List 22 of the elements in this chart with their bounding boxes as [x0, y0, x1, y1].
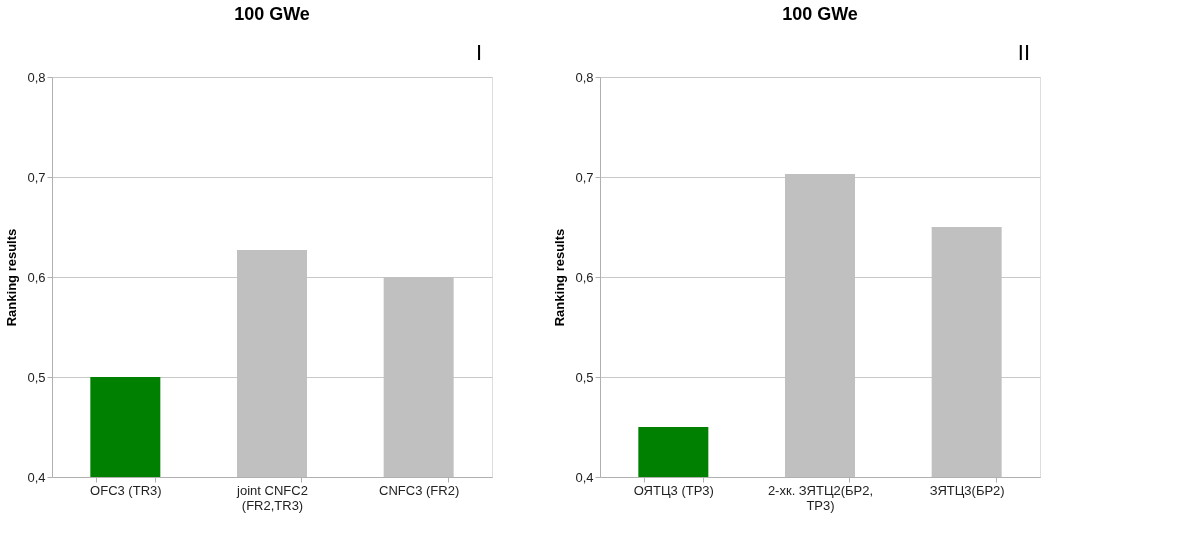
y-axis-title: Ranking results — [552, 228, 568, 327]
y-tick-label: 0,6 — [27, 269, 46, 285]
x-tick-label: joint CNFC2 (FR2,TR3) — [236, 482, 308, 513]
x-tick-label: ОЯТЦ3 (ТР3) — [633, 482, 714, 498]
y-axis-title: Ranking results — [4, 228, 20, 327]
text: II — [1017, 40, 1030, 65]
y-tick-label: 0,8 — [575, 69, 594, 85]
chart-title: 100 GWe — [782, 4, 858, 24]
y-tick-label: 0,7 — [575, 169, 594, 185]
y-tick-label: 0,5 — [575, 369, 594, 385]
x-tick-label: OFC3 (TR3) — [90, 482, 162, 498]
y-tick-label: 0,4 — [27, 469, 46, 485]
y-tick-label: 0,5 — [27, 369, 46, 385]
y-tick-label: 0,4 — [575, 469, 594, 485]
y-tick-label: 0,7 — [27, 169, 46, 185]
x-tick-label: 2-хк. ЗЯТЦ2(БР2, ТР3) — [767, 482, 874, 513]
y-tick-label: 0,8 — [27, 69, 46, 85]
x-tick-label: ЗЯТЦ3(БР2) — [929, 482, 1005, 498]
text: I — [475, 40, 482, 65]
x-tick-label: CNFC3 (FR2) — [379, 482, 460, 498]
chart-title: 100 GWe — [234, 4, 310, 24]
y-tick-label: 0,6 — [575, 269, 594, 285]
